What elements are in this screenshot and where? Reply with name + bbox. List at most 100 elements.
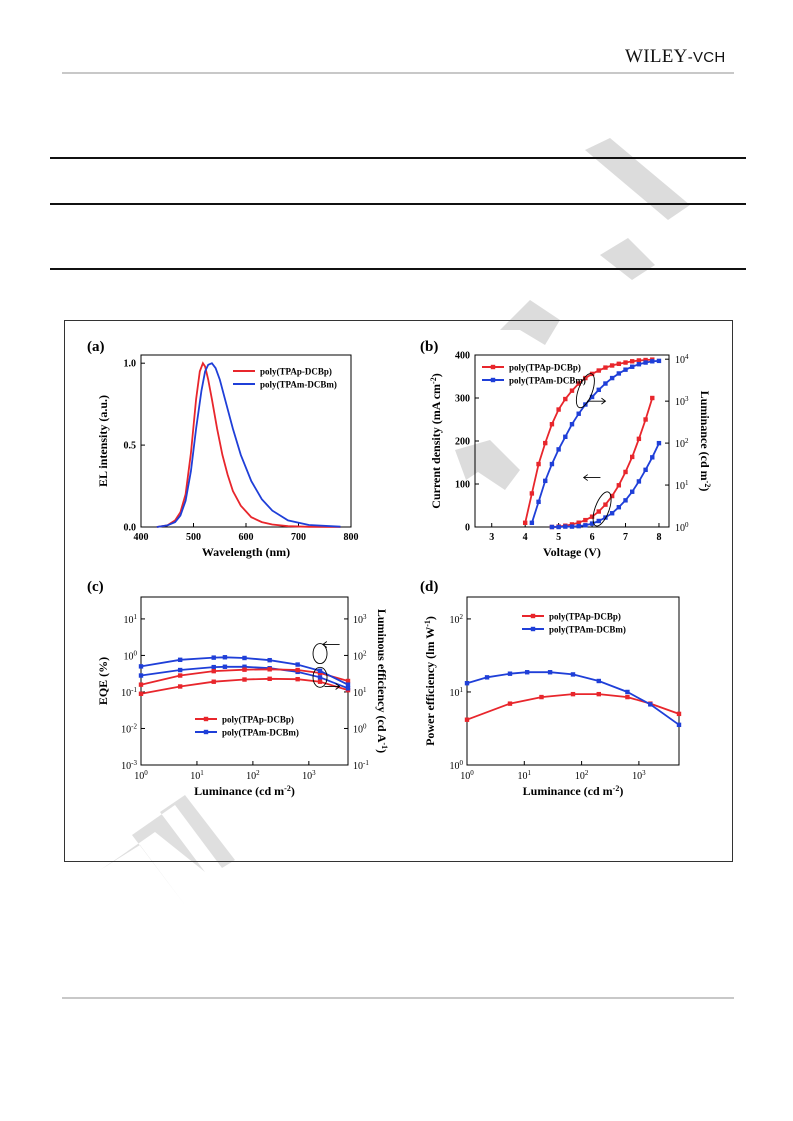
y-tick-label: 1.0 (124, 359, 137, 370)
data-point (242, 664, 247, 669)
data-point (222, 664, 228, 669)
y2-tick-label: 10-1 (353, 759, 369, 772)
data-point (589, 521, 595, 526)
data-point (623, 498, 628, 503)
data-point (569, 524, 575, 529)
series-line (140, 677, 349, 695)
data-point (211, 664, 216, 670)
annotation-ellipse (592, 491, 612, 527)
plot-frame (466, 596, 680, 766)
y2-tick-label: 104 (675, 353, 689, 366)
data-point (556, 447, 561, 452)
data-point (583, 523, 588, 528)
data-point (589, 514, 595, 519)
data-point (583, 517, 588, 523)
data-point (242, 655, 247, 661)
legend-label: poly(TPAp-DCBp) (509, 363, 581, 373)
footer-rule (62, 997, 734, 999)
x-tick-label: 500 (186, 532, 201, 543)
x-tick-label: 3 (489, 532, 494, 543)
data-point (177, 673, 183, 678)
y-axis-label: Power efficiency (lm W-1) (423, 616, 438, 746)
data-point (616, 505, 622, 510)
data-point (267, 657, 272, 663)
y2-tick-label: 103 (353, 613, 367, 626)
data-point (317, 679, 323, 684)
data-point (556, 407, 561, 412)
data-point (345, 682, 351, 687)
data-point (636, 436, 642, 442)
data-point (609, 375, 615, 381)
y-tick-label: 200 (455, 437, 470, 448)
data-point (636, 362, 642, 367)
data-point (623, 360, 628, 365)
data-point (539, 694, 544, 700)
y2-tick-label: 101 (675, 479, 689, 492)
data-point (549, 422, 555, 427)
data-point (596, 387, 601, 393)
y2-tick-label: 101 (353, 686, 367, 699)
brand-logo: WILEY-VCH (625, 46, 726, 68)
data-point (656, 440, 662, 446)
x-tick-label: 102 (246, 769, 260, 782)
data-point (177, 684, 183, 689)
legend-label: poly(TPAm-DCBm) (549, 625, 626, 635)
y-tick-label: 400 (455, 351, 470, 362)
data-point (576, 523, 581, 529)
data-point (522, 520, 528, 526)
panel-label: (c) (87, 579, 104, 595)
annotation-arrow (324, 683, 341, 690)
data-point (177, 657, 183, 663)
data-point (569, 388, 575, 393)
data-point (650, 395, 655, 401)
annotation-ellipse (575, 373, 595, 409)
data-point (203, 729, 209, 735)
data-point (345, 686, 351, 691)
data-point (563, 434, 568, 440)
x-tick-label: 4 (523, 532, 528, 543)
data-point (138, 673, 144, 678)
chart-c: (c)100 101 102 10310-310-210-110010110-1100… (87, 579, 390, 798)
y2-tick-label: 102 (353, 649, 367, 662)
data-point (530, 626, 536, 632)
y-tick-label: 102 (450, 613, 464, 626)
x-tick-label: 600 (239, 532, 254, 543)
data-point (563, 524, 568, 529)
data-point (138, 664, 144, 669)
data-point (630, 359, 635, 364)
x-tick-label: 400 (134, 532, 149, 543)
data-point (650, 359, 655, 364)
table-rule-bottom (50, 268, 746, 270)
data-point (596, 368, 601, 373)
legend-label: poly(TPAp-DCBp) (260, 367, 332, 377)
data-point (295, 676, 300, 682)
data-point (267, 667, 272, 672)
y-tick-label: 300 (455, 394, 470, 405)
data-point (576, 411, 581, 416)
x-tick-label: 8 (656, 532, 661, 543)
data-point (676, 711, 682, 717)
data-point (609, 511, 615, 516)
x-tick-label: 103 (302, 769, 316, 782)
data-point (507, 671, 513, 676)
data-point (648, 702, 653, 707)
x-tick-label: 7 (623, 532, 628, 543)
data-point (556, 524, 561, 530)
series-line (551, 397, 654, 528)
y-axis-label: EQE (%) (96, 657, 110, 705)
y2-axis-label: Luminance (cd m-2) (698, 391, 713, 492)
data-point (630, 454, 635, 460)
data-point (616, 361, 622, 367)
data-point (138, 691, 144, 696)
series-line (156, 361, 341, 528)
legend-label: poly(TPAp-DCBp) (222, 715, 294, 725)
figure-frame: (a) 400 500 600 700 800 0.0 0.5 1.0 Wavelength (n… (64, 320, 733, 862)
panel-label: (d) (420, 579, 438, 595)
y-axis-label: Current density (mA cm-2) (429, 373, 444, 508)
data-point (643, 360, 648, 365)
data-point (630, 489, 635, 494)
data-point (576, 520, 581, 525)
data-point (596, 518, 601, 524)
data-point (643, 467, 648, 473)
